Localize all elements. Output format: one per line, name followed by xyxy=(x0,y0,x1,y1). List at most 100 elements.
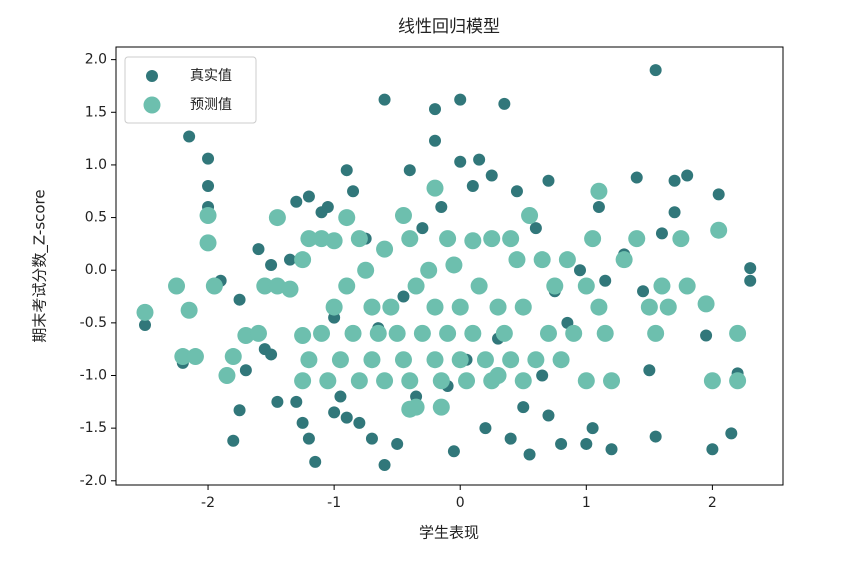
data-point xyxy=(464,324,482,342)
data-point xyxy=(615,251,633,269)
data-point xyxy=(458,372,476,390)
data-point xyxy=(357,261,375,279)
data-point xyxy=(703,372,721,390)
data-point xyxy=(136,303,154,321)
data-point xyxy=(628,230,646,248)
data-point xyxy=(340,411,353,424)
legend-box xyxy=(124,56,257,124)
data-point xyxy=(649,430,662,443)
y-tick-label: 2.0 xyxy=(85,52,107,68)
data-point xyxy=(577,277,595,295)
data-point xyxy=(489,298,507,316)
data-point xyxy=(325,298,343,316)
y-tick-label: 1.5 xyxy=(85,104,107,120)
data-point xyxy=(725,427,738,440)
data-point xyxy=(334,390,347,403)
x-tick-label: -1 xyxy=(327,495,341,511)
data-point xyxy=(265,258,278,271)
data-point xyxy=(546,277,564,295)
data-point xyxy=(637,285,650,298)
data-point xyxy=(640,298,658,316)
data-point xyxy=(202,152,215,165)
data-point xyxy=(353,416,366,429)
data-point xyxy=(508,251,526,269)
data-point xyxy=(552,351,570,369)
legend-marker xyxy=(146,70,158,82)
data-point xyxy=(281,280,299,298)
y-tick-label: -0.5 xyxy=(80,315,107,331)
data-point xyxy=(700,329,713,342)
data-point xyxy=(403,164,416,177)
data-point xyxy=(435,201,448,214)
y-tick-label: 1.0 xyxy=(85,157,107,173)
data-point xyxy=(470,277,488,295)
data-point xyxy=(586,422,599,435)
data-point xyxy=(369,324,387,342)
data-point xyxy=(502,230,520,248)
legend-marker xyxy=(143,96,161,114)
data-point xyxy=(313,230,331,248)
data-point xyxy=(340,164,353,177)
data-point xyxy=(397,290,410,303)
data-point xyxy=(300,351,318,369)
legend-label: 预测值 xyxy=(190,97,232,113)
data-point xyxy=(744,262,757,275)
data-point xyxy=(523,448,536,461)
data-point xyxy=(599,274,612,287)
data-point xyxy=(363,298,381,316)
data-point xyxy=(590,182,608,200)
data-point xyxy=(584,230,602,248)
data-point xyxy=(256,277,274,295)
data-point xyxy=(697,295,715,313)
data-point xyxy=(186,348,204,366)
data-point xyxy=(413,324,431,342)
data-point xyxy=(539,324,557,342)
data-point xyxy=(365,432,378,445)
data-point xyxy=(706,443,719,456)
data-point xyxy=(729,324,747,342)
data-point xyxy=(655,227,668,240)
data-point xyxy=(237,326,255,344)
data-point xyxy=(420,261,438,279)
data-point xyxy=(744,274,757,287)
data-point xyxy=(416,222,429,235)
data-point xyxy=(294,326,312,344)
data-point xyxy=(712,188,725,201)
data-point xyxy=(268,209,286,227)
data-point xyxy=(432,372,450,390)
data-point xyxy=(495,324,513,342)
data-point xyxy=(529,222,542,235)
data-point xyxy=(596,324,614,342)
y-axis-label: 期末考试分数_Z-score xyxy=(31,189,50,342)
data-point xyxy=(510,185,523,198)
data-point xyxy=(514,298,532,316)
data-point xyxy=(350,372,368,390)
data-point xyxy=(527,351,545,369)
data-point xyxy=(542,409,555,422)
data-point xyxy=(338,209,356,227)
data-point xyxy=(205,277,223,295)
data-point xyxy=(290,195,303,208)
data-point xyxy=(476,351,494,369)
data-point xyxy=(536,369,549,382)
data-point xyxy=(672,230,690,248)
data-point xyxy=(533,251,551,269)
data-point xyxy=(224,348,242,366)
data-point xyxy=(252,243,265,256)
data-point xyxy=(502,351,520,369)
data-point xyxy=(290,395,303,408)
data-point xyxy=(401,230,419,248)
data-point xyxy=(454,93,467,106)
data-point xyxy=(489,367,507,384)
data-point xyxy=(429,103,441,116)
data-point xyxy=(429,134,441,147)
data-point xyxy=(426,179,444,197)
data-point xyxy=(233,404,246,417)
data-point xyxy=(401,400,419,418)
data-point xyxy=(302,432,315,445)
data-point xyxy=(643,364,656,377)
data-point xyxy=(401,372,419,390)
data-point xyxy=(199,206,217,224)
